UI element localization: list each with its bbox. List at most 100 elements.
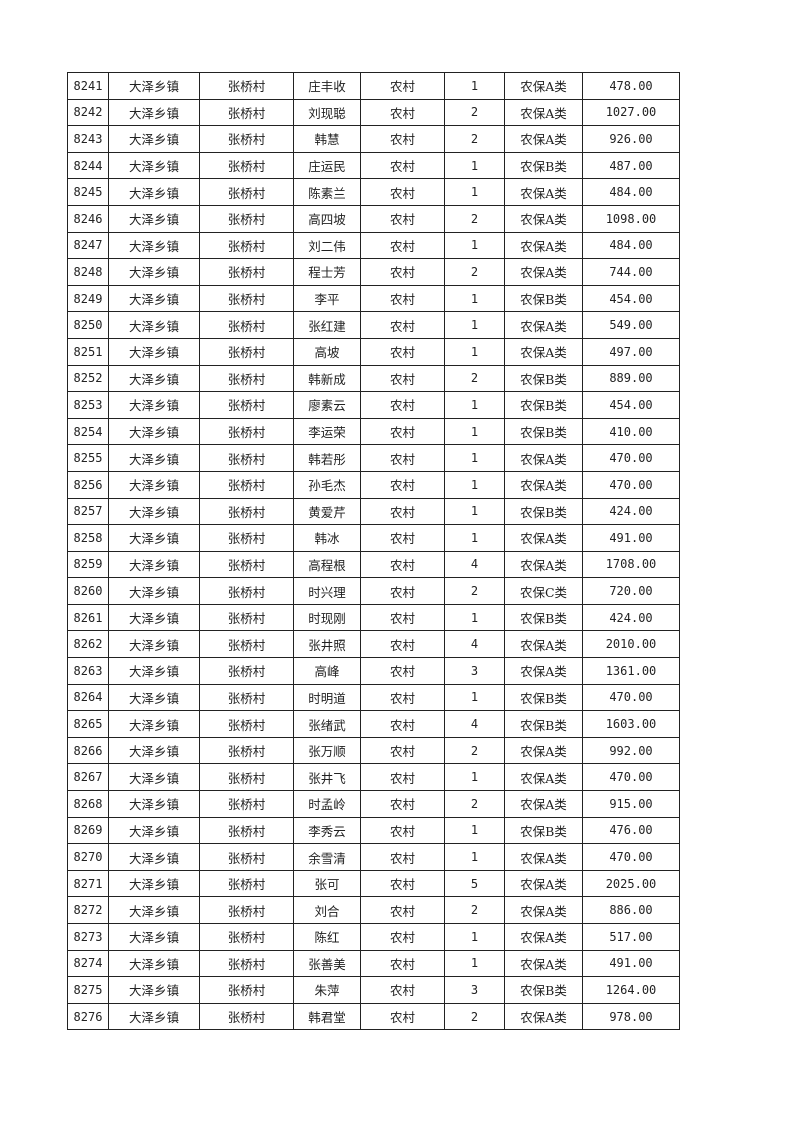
village-cell: 张桥村 <box>199 470 294 499</box>
table-row: 8246 大泽乡镇 张桥村 高四坡 农村 2 农保A类 1098.00 <box>67 204 680 233</box>
category-cell: 农保A类 <box>504 178 583 206</box>
village-cell: 张桥村 <box>199 630 294 659</box>
town-cell: 大泽乡镇 <box>108 896 200 924</box>
member-count-cell: 2 <box>444 1002 505 1031</box>
table-row: 8274 大泽乡镇 张桥村 张善美 农村 1 农保A类 491.00 <box>67 949 680 978</box>
member-count-cell: 2 <box>444 364 505 393</box>
household-type-cell: 农村 <box>360 1002 445 1031</box>
town-cell: 大泽乡镇 <box>108 1002 200 1031</box>
village-cell: 张桥村 <box>199 816 294 845</box>
id-cell: 8245 <box>67 178 109 206</box>
household-type-cell: 农村 <box>360 550 445 579</box>
village-cell: 张桥村 <box>199 896 294 924</box>
table-row: 8255 大泽乡镇 张桥村 韩若彤 农村 1 农保A类 470.00 <box>67 444 680 472</box>
amount-cell: 410.00 <box>582 417 680 446</box>
household-type-cell: 农村 <box>360 683 445 712</box>
village-cell: 张桥村 <box>199 790 294 818</box>
name-cell: 韩若彤 <box>293 444 361 472</box>
town-cell: 大泽乡镇 <box>108 923 200 951</box>
town-cell: 大泽乡镇 <box>108 550 200 579</box>
category-cell: 农保A类 <box>504 98 583 127</box>
member-count-cell: 1 <box>444 497 505 526</box>
table-row: 8261 大泽乡镇 张桥村 时现刚 农村 1 农保B类 424.00 <box>67 603 680 632</box>
household-type-cell: 农村 <box>360 710 445 738</box>
id-cell: 8250 <box>67 311 109 339</box>
town-cell: 大泽乡镇 <box>108 311 200 339</box>
town-cell: 大泽乡镇 <box>108 470 200 499</box>
village-cell: 张桥村 <box>199 391 294 419</box>
village-cell: 张桥村 <box>199 923 294 951</box>
amount-cell: 470.00 <box>582 843 680 871</box>
town-cell: 大泽乡镇 <box>108 603 200 632</box>
id-cell: 8267 <box>67 763 109 792</box>
name-cell: 张红建 <box>293 311 361 339</box>
category-cell: 农保A类 <box>504 1002 583 1031</box>
name-cell: 刘合 <box>293 896 361 924</box>
town-cell: 大泽乡镇 <box>108 364 200 393</box>
category-cell: 农保A类 <box>504 923 583 951</box>
town-cell: 大泽乡镇 <box>108 204 200 233</box>
name-cell: 张井飞 <box>293 763 361 792</box>
amount-cell: 470.00 <box>582 470 680 499</box>
table-row: 8272 大泽乡镇 张桥村 刘合 农村 2 农保A类 886.00 <box>67 896 680 924</box>
town-cell: 大泽乡镇 <box>108 417 200 446</box>
member-count-cell: 1 <box>444 763 505 792</box>
category-cell: 农保B类 <box>504 710 583 738</box>
id-cell: 8258 <box>67 524 109 552</box>
village-cell: 张桥村 <box>199 204 294 233</box>
amount-cell: 744.00 <box>582 258 680 286</box>
household-type-cell: 农村 <box>360 284 445 313</box>
id-cell: 8260 <box>67 577 109 605</box>
table-row: 8269 大泽乡镇 张桥村 李秀云 农村 1 农保B类 476.00 <box>67 816 680 845</box>
household-type-cell: 农村 <box>360 763 445 792</box>
category-cell: 农保A类 <box>504 550 583 579</box>
name-cell: 高四坡 <box>293 204 361 233</box>
table-row: 8263 大泽乡镇 张桥村 高峰 农村 3 农保A类 1361.00 <box>67 657 680 685</box>
id-cell: 8263 <box>67 657 109 685</box>
category-cell: 农保B类 <box>504 391 583 419</box>
category-cell: 农保B类 <box>504 151 583 180</box>
table-row: 8244 大泽乡镇 张桥村 庄运民 农村 1 农保B类 487.00 <box>67 151 680 180</box>
id-cell: 8266 <box>67 736 109 765</box>
name-cell: 时现刚 <box>293 603 361 632</box>
amount-cell: 484.00 <box>582 178 680 206</box>
category-cell: 农保A类 <box>504 843 583 871</box>
table-row: 8243 大泽乡镇 张桥村 韩慧 农村 2 农保A类 926.00 <box>67 125 680 153</box>
name-cell: 韩新成 <box>293 364 361 393</box>
name-cell: 时兴理 <box>293 577 361 605</box>
village-cell: 张桥村 <box>199 311 294 339</box>
amount-cell: 476.00 <box>582 816 680 845</box>
member-count-cell: 5 <box>444 869 505 898</box>
amount-cell: 1603.00 <box>582 710 680 738</box>
household-type-cell: 农村 <box>360 657 445 685</box>
village-cell: 张桥村 <box>199 550 294 579</box>
village-cell: 张桥村 <box>199 976 294 1004</box>
member-count-cell: 1 <box>444 231 505 260</box>
id-cell: 8243 <box>67 125 109 153</box>
amount-cell: 915.00 <box>582 790 680 818</box>
table-row: 8259 大泽乡镇 张桥村 高程根 农村 4 农保A类 1708.00 <box>67 550 680 579</box>
id-cell: 8253 <box>67 391 109 419</box>
town-cell: 大泽乡镇 <box>108 683 200 712</box>
village-cell: 张桥村 <box>199 284 294 313</box>
name-cell: 余雪清 <box>293 843 361 871</box>
town-cell: 大泽乡镇 <box>108 736 200 765</box>
amount-cell: 470.00 <box>582 763 680 792</box>
category-cell: 农保A类 <box>504 790 583 818</box>
village-cell: 张桥村 <box>199 843 294 871</box>
id-cell: 8273 <box>67 923 109 951</box>
table-row: 8254 大泽乡镇 张桥村 李运荣 农村 1 农保B类 410.00 <box>67 417 680 446</box>
table-row: 8242 大泽乡镇 张桥村 刘现聪 农村 2 农保A类 1027.00 <box>67 98 680 127</box>
id-cell: 8265 <box>67 710 109 738</box>
member-count-cell: 2 <box>444 125 505 153</box>
member-count-cell: 2 <box>444 736 505 765</box>
town-cell: 大泽乡镇 <box>108 258 200 286</box>
household-type-cell: 农村 <box>360 869 445 898</box>
id-cell: 8244 <box>67 151 109 180</box>
category-cell: 农保A类 <box>504 869 583 898</box>
household-type-cell: 农村 <box>360 204 445 233</box>
id-cell: 8256 <box>67 470 109 499</box>
table-row: 8250 大泽乡镇 张桥村 张红建 农村 1 农保A类 549.00 <box>67 311 680 339</box>
name-cell: 刘现聪 <box>293 98 361 127</box>
household-type-cell: 农村 <box>360 923 445 951</box>
